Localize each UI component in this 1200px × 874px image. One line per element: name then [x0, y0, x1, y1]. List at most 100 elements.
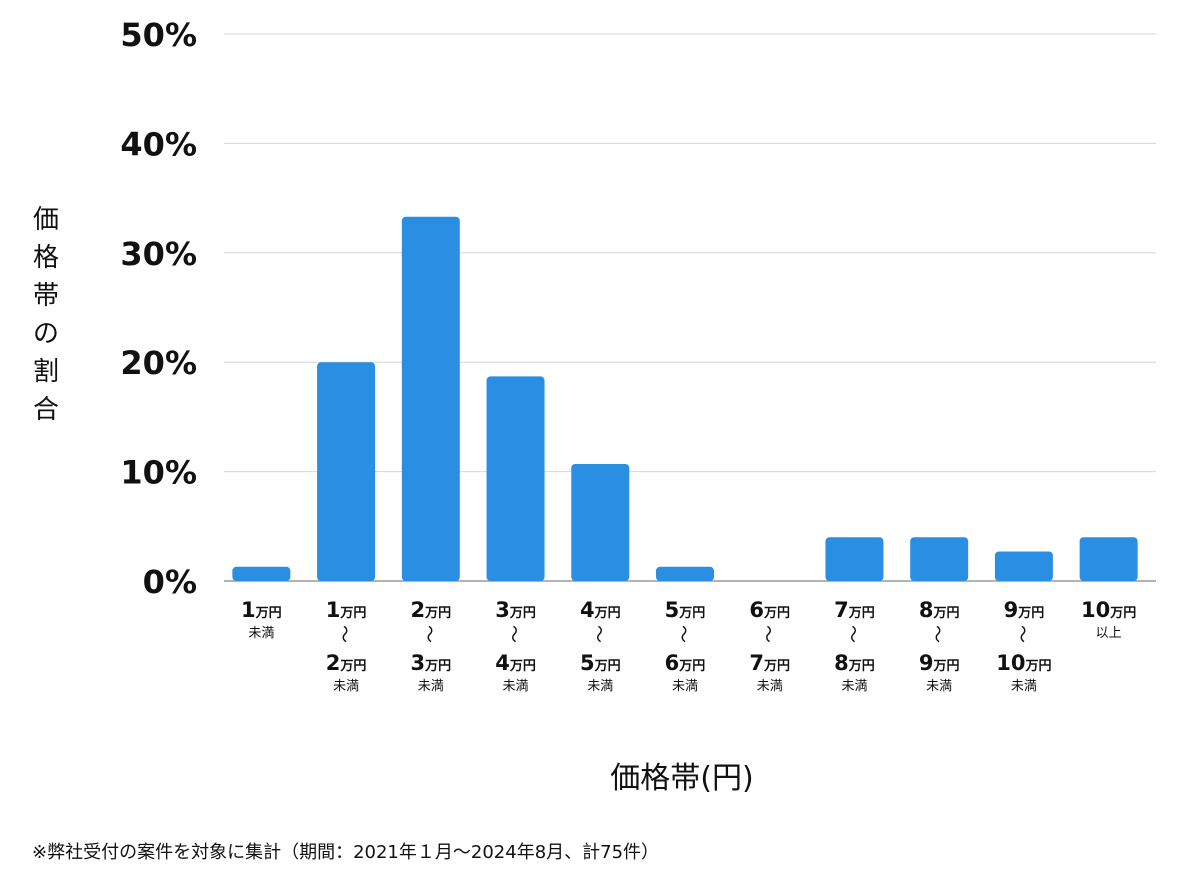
y-axis-label-char: 合 [33, 395, 59, 425]
x-tick-unit: 万円 [678, 606, 705, 621]
x-tick-number: 6 [749, 598, 764, 622]
x-tick-number: 2 [326, 651, 341, 675]
x-tick-amount: 4万円 [495, 651, 536, 675]
y-tick-label: 20% [120, 344, 197, 382]
x-tick-note: 未満 [587, 679, 613, 694]
x-tick-number: 9 [1004, 598, 1019, 622]
x-tick-unit: 万円 [339, 659, 366, 674]
bar [401, 216, 460, 581]
x-tick-unit: 万円 [509, 606, 536, 621]
y-axis-label-char: 帯 [33, 281, 59, 311]
x-tick-tilde: 〜 [672, 625, 693, 643]
footnote: ※弊社受付の案件を対象に集計（期間：2021年１月〜2024年8月、計75件） [32, 842, 660, 863]
x-tick-amount: 6万円 [749, 598, 790, 622]
x-tick-amount: 5万円 [665, 598, 706, 622]
x-tick-unit: 万円 [594, 606, 621, 621]
y-tick-label: 10% [120, 454, 197, 492]
y-tick-label: 0% [143, 563, 197, 601]
x-tick-unit: 万円 [1109, 606, 1136, 621]
x-tick-amount: 9万円 [919, 651, 960, 675]
x-tick-amount: 3万円 [410, 651, 451, 675]
x-tick-note: 未満 [672, 679, 698, 694]
x-tick-unit: 万円 [1025, 659, 1052, 674]
bar [994, 551, 1053, 581]
x-tick-unit: 万円 [763, 606, 790, 621]
x-tick-tilde: 〜 [587, 625, 608, 643]
x-tick-number: 8 [834, 651, 849, 675]
x-tick-number: 3 [410, 651, 425, 675]
bar [232, 566, 291, 581]
x-tick-number: 1 [326, 598, 341, 622]
x-tick-tilde: 〜 [333, 625, 354, 643]
bar [486, 376, 545, 581]
x-tick-number: 10 [996, 651, 1025, 675]
x-tick-tilde: 〜 [926, 625, 947, 643]
x-tick-amount: 6万円 [665, 651, 706, 675]
x-tick-unit: 万円 [255, 606, 282, 621]
y-tick-labels: 0% 10% 20% 30% 40% 50% [120, 16, 197, 601]
bar [571, 463, 630, 581]
y-tick-label: 50% [120, 16, 197, 54]
x-tick-unit: 万円 [932, 659, 959, 674]
x-tick-unit: 万円 [509, 659, 536, 674]
x-tick-number: 6 [665, 651, 680, 675]
x-tick-unit: 万円 [763, 659, 790, 674]
x-tick-unit: 万円 [848, 606, 875, 621]
x-tick-note: 以上 [1096, 626, 1122, 641]
x-tick-number: 4 [495, 651, 510, 675]
x-tick-note: 未満 [503, 679, 529, 694]
x-tick-amount: 1万円 [326, 598, 367, 622]
y-axis-label-char: 価 [33, 205, 59, 235]
x-tick-note: 未満 [418, 679, 444, 694]
x-tick-unit: 万円 [678, 659, 705, 674]
x-tick-unit: 万円 [1017, 606, 1044, 621]
x-tick-number: 7 [749, 651, 764, 675]
bar [825, 537, 884, 581]
x-tick-unit: 万円 [932, 606, 959, 621]
x-tick-note: 未満 [757, 679, 783, 694]
x-tick-amount: 2万円 [326, 651, 367, 675]
x-tick-tilde: 〜 [503, 625, 524, 643]
x-tick-unit: 万円 [339, 606, 366, 621]
x-tick-amount: 5万円 [580, 651, 621, 675]
x-tick-amount: 9万円 [1004, 598, 1045, 622]
x-tick-number: 1 [241, 598, 256, 622]
x-tick-tilde: 〜 [841, 625, 862, 643]
x-tick-number: 10 [1081, 598, 1110, 622]
x-tick-note: 未満 [248, 626, 274, 641]
x-tick-number: 2 [410, 598, 425, 622]
x-tick-note: 未満 [1011, 679, 1037, 694]
bar [317, 362, 376, 581]
x-tick-amount: 3万円 [495, 598, 536, 622]
x-tick-number: 7 [834, 598, 849, 622]
x-tick-tilde: 〜 [418, 625, 439, 643]
y-axis-label-char: 割 [33, 357, 59, 387]
bar [656, 566, 714, 581]
x-tick-amount: 1万円 [241, 598, 282, 622]
x-tick-amount: 2万円 [410, 598, 451, 622]
x-tick-number: 9 [919, 651, 934, 675]
x-tick-number: 3 [495, 598, 510, 622]
y-tick-label: 30% [120, 235, 197, 273]
x-tick-amount: 4万円 [580, 598, 621, 622]
x-tick-amount: 10万円 [1081, 598, 1136, 622]
x-tick-number: 5 [580, 651, 595, 675]
x-tick-unit: 万円 [424, 659, 451, 674]
y-axis-label-char: 格 [33, 243, 59, 273]
y-axis-label-char: の [33, 319, 59, 349]
bars [232, 216, 1138, 581]
x-tick-unit: 万円 [848, 659, 875, 674]
y-tick-label: 40% [120, 125, 197, 163]
